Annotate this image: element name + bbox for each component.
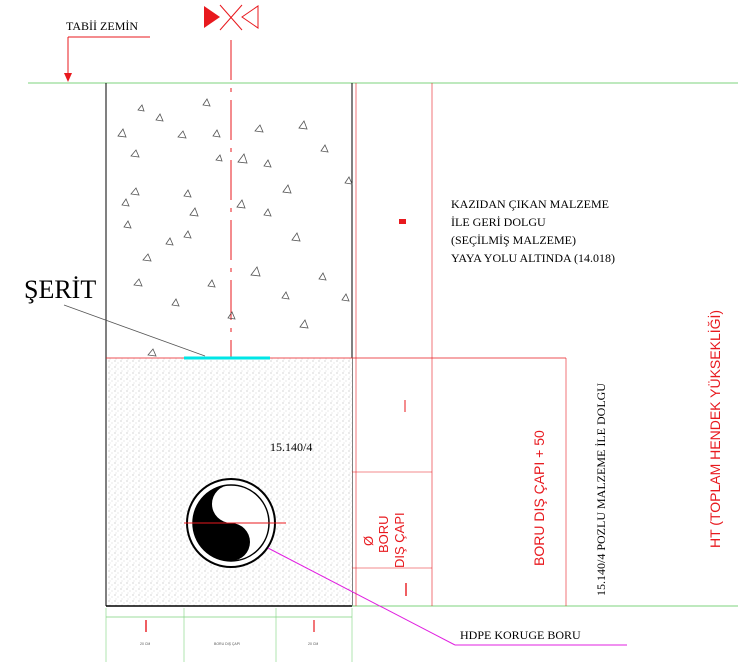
tape-label: ŞERİT xyxy=(24,275,96,304)
dim-total-height: HT (TOPLAM HENDEK YÜKSEKLİĞİ) xyxy=(706,310,723,548)
pipe-label: HDPE KORUGE BORU xyxy=(460,628,581,642)
dim-marker-backfill-icon xyxy=(399,219,406,224)
bottom-dim-left: 20 CM xyxy=(140,642,150,646)
ground-label: TABİİ ZEMİN xyxy=(66,19,138,33)
backfill-note-3: (SEÇİLMİŞ MALZEME) xyxy=(451,233,576,247)
backfill-note-1: KAZIDAN ÇIKAN MALZEME xyxy=(451,197,609,211)
dim-pipe-plus: BORU DIŞ ÇAPI + 50 xyxy=(531,430,547,566)
tape-label-leader xyxy=(63,304,206,357)
dim-pipe-diameter-3: DIŞ ÇAPI xyxy=(392,512,407,568)
dim-pipe-diameter-1: Ø xyxy=(361,536,376,546)
ground-arrow-icon xyxy=(64,73,72,82)
bedding-note: 15.140/4 POZLU MALZEME İLE DOLGU xyxy=(594,383,608,596)
axis-flag-outline-icon xyxy=(241,5,259,29)
dim-pipe-diameter-2: BORU xyxy=(376,515,391,553)
backfill-note-4: YAYA YOLU ALTINDA (14.018) xyxy=(451,251,615,265)
bedding-code: 15.140/4 xyxy=(270,440,312,454)
bottom-dim-mid: BORU DIŞ ÇAPI xyxy=(214,642,240,646)
pipe-leader xyxy=(267,547,456,646)
bottom-dim-right: 20 CM xyxy=(308,642,318,646)
backfill-aggregate xyxy=(117,98,353,357)
backfill-note-2: İLE GERİ DOLGU xyxy=(451,215,546,229)
axis-flag-icon xyxy=(204,6,220,28)
axis-x-2 xyxy=(219,4,243,31)
